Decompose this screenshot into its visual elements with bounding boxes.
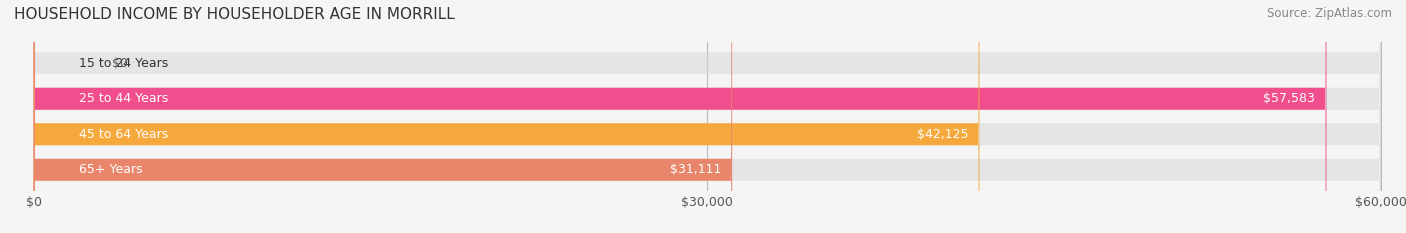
Text: $57,583: $57,583 [1264,92,1315,105]
FancyBboxPatch shape [34,0,733,233]
Text: 65+ Years: 65+ Years [79,163,142,176]
FancyBboxPatch shape [34,0,980,233]
Text: 45 to 64 Years: 45 to 64 Years [79,128,167,141]
FancyBboxPatch shape [34,0,1381,233]
FancyBboxPatch shape [34,0,1381,233]
Text: 15 to 24 Years: 15 to 24 Years [79,57,167,70]
Text: HOUSEHOLD INCOME BY HOUSEHOLDER AGE IN MORRILL: HOUSEHOLD INCOME BY HOUSEHOLDER AGE IN M… [14,7,454,22]
FancyBboxPatch shape [34,0,1326,233]
FancyBboxPatch shape [34,0,1381,233]
Text: Source: ZipAtlas.com: Source: ZipAtlas.com [1267,7,1392,20]
Text: 25 to 44 Years: 25 to 44 Years [79,92,167,105]
Text: $31,111: $31,111 [669,163,721,176]
Text: $42,125: $42,125 [917,128,969,141]
FancyBboxPatch shape [34,0,1381,233]
Text: $0: $0 [112,57,128,70]
